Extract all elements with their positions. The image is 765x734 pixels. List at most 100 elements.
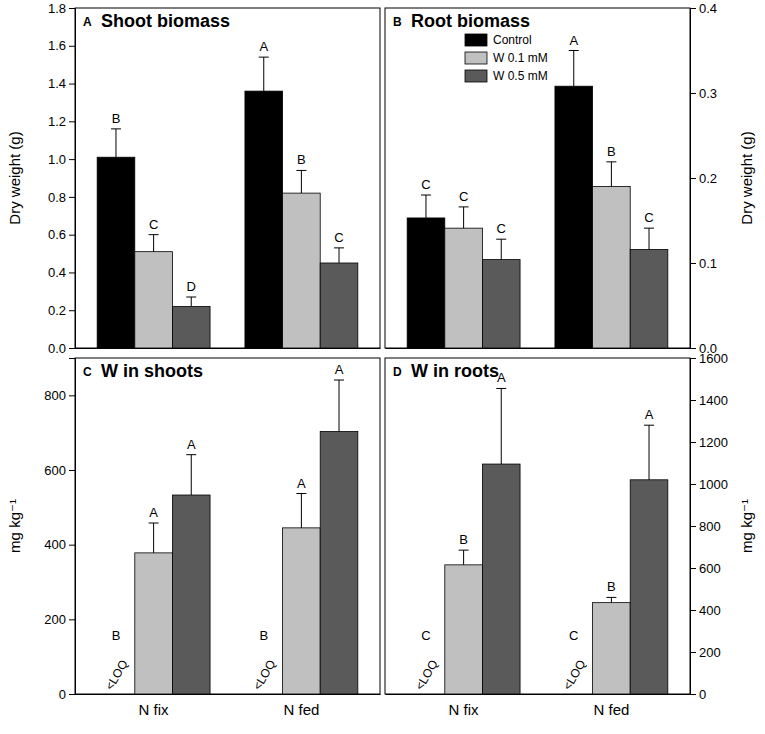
tick-mark — [69, 46, 75, 47]
tick-label: 0.4 — [699, 1, 717, 16]
x-tick: N fix — [139, 694, 170, 718]
y-axis-title: Dry weight (g) — [738, 131, 755, 224]
error-bar-stem — [339, 248, 340, 263]
y-tick: 0.4 — [48, 265, 75, 280]
bar — [407, 218, 445, 348]
tick-mark — [69, 8, 75, 9]
error-bar-cap — [459, 206, 469, 207]
significance-letter: B — [297, 152, 306, 167]
significance-letter: B — [607, 579, 616, 594]
y-tick: 1.2 — [48, 114, 75, 129]
panel-label: A — [83, 15, 92, 29]
error-bar — [421, 195, 431, 218]
error-bar-cap — [496, 388, 506, 389]
significance-letter: C — [497, 221, 506, 236]
significance-letter: A — [569, 33, 578, 48]
bar — [630, 480, 668, 694]
error-bar-cap — [496, 239, 506, 240]
legend-item: W 0.1 mM — [465, 51, 548, 65]
error-bar-cap — [606, 597, 616, 598]
significance-letter: C — [459, 189, 468, 204]
error-bar-stem — [463, 207, 464, 228]
tick-label: 1.4 — [48, 76, 66, 91]
significance-letter: C — [334, 230, 343, 245]
tick-label: 200 — [699, 645, 721, 660]
y-tick: 400 — [44, 537, 75, 552]
legend-swatch — [465, 70, 487, 82]
significance-letter: C — [149, 217, 158, 232]
tick-label: 0.4 — [48, 265, 66, 280]
y-tick: 1400 — [690, 393, 728, 408]
panel-label: D — [393, 365, 402, 379]
tick-label: N fix — [449, 701, 480, 718]
y-tick: 0.1 — [690, 256, 717, 271]
y-tick: 400 — [690, 603, 721, 618]
tick-mark — [69, 84, 75, 85]
y-axis-title: mg kg⁻¹ — [6, 499, 23, 553]
value-label: <LOQ — [560, 657, 588, 692]
bar — [482, 464, 520, 694]
significance-letter: A — [497, 370, 506, 385]
error-bar — [186, 455, 196, 495]
tick-label: 400 — [44, 537, 66, 552]
error-bar — [606, 162, 616, 187]
tick-mark — [690, 263, 696, 264]
tick-mark — [69, 619, 75, 620]
error-bar-cap — [149, 523, 159, 524]
error-bar — [644, 425, 654, 480]
y-axis-title: mg kg⁻¹ — [738, 499, 755, 553]
plot-frame — [385, 358, 690, 694]
legend-label: W 0.1 mM — [493, 51, 548, 65]
tick-mark — [69, 348, 75, 349]
error-bar — [644, 228, 654, 249]
tick-label: 0 — [699, 687, 706, 702]
panel-label: B — [393, 15, 402, 29]
y-tick: 0.4 — [690, 1, 717, 16]
error-bar-cap — [259, 57, 269, 58]
y-tick: 1.8 — [48, 1, 75, 16]
tick-mark — [690, 610, 696, 611]
error-bar-cap — [334, 247, 344, 248]
plot-frame — [75, 8, 380, 348]
bar — [135, 252, 173, 348]
y-tick: 1200 — [690, 435, 728, 450]
tick-mark — [690, 526, 696, 527]
plot-frame — [75, 358, 380, 694]
tick-mark — [690, 358, 696, 359]
tick-label: 0.2 — [48, 303, 66, 318]
legend-label: W 0.5 mM — [493, 69, 548, 83]
error-bar-stem — [263, 57, 264, 91]
legend-swatch — [465, 34, 487, 46]
annotations: C<LOQC<LOQBBAA — [412, 370, 653, 692]
error-bar — [606, 597, 616, 602]
tick-mark — [690, 694, 696, 695]
bar — [245, 91, 283, 348]
y-tick: 1.4 — [48, 76, 75, 91]
tick-label: 1200 — [699, 435, 728, 450]
error-bar-cap — [569, 50, 579, 51]
tick-label: N fix — [139, 701, 170, 718]
legend-item: Control — [465, 33, 532, 47]
tick-label: 0 — [59, 687, 66, 702]
error-bar-stem — [191, 455, 192, 495]
bar — [482, 260, 520, 348]
y-tick: 0.8 — [48, 190, 75, 205]
tick-mark — [690, 93, 696, 94]
significance-letter: C — [421, 628, 430, 643]
tick-label: 800 — [699, 519, 721, 534]
error-bar-cap — [644, 228, 654, 229]
error-bar-stem — [425, 195, 426, 218]
y-tick: 1600 — [690, 351, 728, 366]
y-tick: 600 — [44, 463, 75, 478]
bar — [630, 249, 668, 348]
error-bar-stem — [611, 597, 612, 602]
tick-mark — [69, 121, 75, 122]
plot-frame — [385, 8, 690, 348]
y-axis: 02004006008001000120014001600 — [690, 351, 728, 702]
plot-area — [97, 57, 358, 348]
x-tick: N fix — [449, 694, 480, 718]
y-tick: 1000 — [690, 477, 728, 492]
error-bar — [459, 207, 469, 228]
error-bar — [296, 494, 306, 528]
significance-letter: B — [112, 111, 121, 126]
